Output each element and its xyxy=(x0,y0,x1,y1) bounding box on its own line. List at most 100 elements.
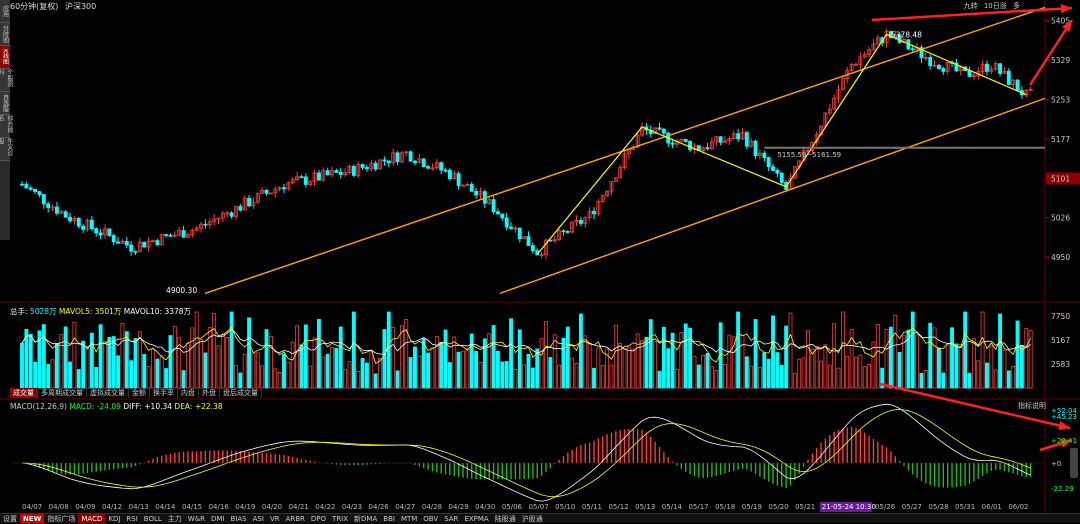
left-tab-ranking[interactable]: 综合排名 xyxy=(0,115,13,138)
candle-body xyxy=(827,108,832,114)
tab-dmi[interactable]: DMI xyxy=(211,515,225,523)
tab-bias[interactable]: BIAS xyxy=(230,515,247,523)
candle-body xyxy=(76,217,81,227)
candle-body xyxy=(286,182,291,190)
volume-bar xyxy=(840,311,845,389)
tab-bbi[interactable]: BBI xyxy=(383,515,395,523)
candle-body xyxy=(408,151,413,162)
candle-body xyxy=(164,234,169,236)
settings-button[interactable]: 设置 xyxy=(3,515,17,523)
volume-bar xyxy=(749,365,754,389)
volume-bar xyxy=(548,357,553,389)
vol-tab-after-hours[interactable]: 盘后成交量 xyxy=(220,388,262,398)
candle-body xyxy=(465,184,470,186)
volume-bar xyxy=(1028,330,1033,389)
tab-mtm[interactable]: MTM xyxy=(400,515,418,523)
volume-bar xyxy=(766,358,771,389)
volume-bar xyxy=(456,351,461,389)
vol-tab-inner[interactable]: 内盘 xyxy=(178,388,199,398)
volume-bar xyxy=(103,341,107,389)
candle-body xyxy=(203,223,208,226)
tab-new-dma[interactable]: 新DMA xyxy=(354,515,378,523)
tab-kdj[interactable]: KDJ xyxy=(108,515,121,523)
volume-bar xyxy=(827,364,832,389)
tool-10day[interactable]: 10日涨 xyxy=(983,2,1007,10)
vol-tab-turnover[interactable]: 换手率 xyxy=(150,388,178,398)
tab-trix[interactable]: TRIX xyxy=(332,515,349,523)
tab-vr[interactable]: VR xyxy=(269,515,280,523)
symbol-label: 沪深300 xyxy=(64,2,97,11)
indicator-explain-button[interactable]: 指标说明 xyxy=(1018,402,1046,410)
volume-bar xyxy=(28,333,33,389)
volume-bar xyxy=(513,368,518,389)
volume-bar xyxy=(434,335,439,389)
candle-body xyxy=(487,199,492,204)
tab-rsi[interactable]: RSI xyxy=(126,515,138,523)
volume-bar xyxy=(592,367,596,389)
vol-tab-volume[interactable]: 成交量 xyxy=(10,388,38,398)
tab-sh-connect[interactable]: 沪股通 xyxy=(521,515,543,523)
tab-expma[interactable]: EXPMA xyxy=(464,515,489,523)
left-tab-timeshare[interactable]: 分时图 xyxy=(0,23,10,46)
candle-body xyxy=(124,240,129,246)
vol-tab-outer[interactable]: 外盘 xyxy=(199,388,220,398)
volume-bar xyxy=(225,336,230,389)
scroll-handle[interactable] xyxy=(1070,448,1078,478)
volume-bar xyxy=(72,321,77,389)
volume-bar xyxy=(845,355,850,389)
tab-macd[interactable]: MACD xyxy=(78,514,106,523)
candle-body xyxy=(55,206,59,214)
candle-body xyxy=(295,176,300,180)
tab-main-force[interactable]: 主力 xyxy=(167,515,182,523)
candle-body xyxy=(862,53,867,58)
volume-bar xyxy=(902,335,906,389)
vol-tab-virtual[interactable]: 虚拟成交量 xyxy=(87,388,129,398)
candle-body xyxy=(971,75,976,78)
volume-bar xyxy=(867,364,872,389)
date-axis-label: 04/08 xyxy=(49,503,69,511)
candle-body xyxy=(653,127,658,135)
volume-bar xyxy=(238,372,243,389)
volume-bar xyxy=(330,346,334,389)
candle-body xyxy=(888,31,893,39)
volume-bar xyxy=(736,311,741,389)
tab-hk-connect[interactable]: 陆股通 xyxy=(494,515,516,523)
left-tab-profile[interactable]: 个股资料 xyxy=(0,69,13,92)
tab-sar[interactable]: SAR xyxy=(444,515,459,523)
candle-body xyxy=(1028,89,1033,91)
tab-asi[interactable]: ASI xyxy=(252,515,264,523)
tab-dpo[interactable]: DPO xyxy=(310,515,327,523)
volume-bar xyxy=(81,340,86,389)
volume-bar xyxy=(884,328,889,389)
candle-body xyxy=(779,172,784,183)
volume-bar xyxy=(705,353,710,389)
tab-obv[interactable]: OBV xyxy=(423,515,439,523)
tab-boll[interactable]: BOLL xyxy=(143,515,162,523)
macd-axis-label: -22.29 xyxy=(1051,485,1074,493)
tab-wr[interactable]: W&R xyxy=(187,515,206,523)
candle-body xyxy=(172,234,177,237)
volume-bar xyxy=(137,331,142,389)
candle-body xyxy=(238,206,243,211)
left-tab-watchlist[interactable]: 自选股 xyxy=(0,92,10,115)
tool-multi[interactable]: 多 xyxy=(1013,2,1020,10)
volume-bar xyxy=(487,333,492,389)
left-tab-kline[interactable]: K线图 xyxy=(0,46,10,69)
candle-body xyxy=(757,152,762,157)
volume-bar xyxy=(260,365,265,389)
candle-body xyxy=(325,170,330,176)
volume-bar xyxy=(993,369,998,389)
macd-header: MACD(12,26,9) MACD: -24.09 DIFF: +10.34 … xyxy=(10,402,223,411)
left-tab-app[interactable]: 应用 xyxy=(0,0,10,23)
tool-jiuzhuan[interactable]: 九转 xyxy=(963,2,978,10)
volume-bar xyxy=(657,370,662,389)
vol-tab-amount[interactable]: 金额 xyxy=(129,388,150,398)
candle-body xyxy=(954,62,959,72)
date-axis-label: 05/06 xyxy=(502,503,523,511)
tab-arbr[interactable]: ARBR xyxy=(285,515,305,523)
vol-tab-multi-period[interactable]: 多周期成交量 xyxy=(38,388,87,398)
indicator-square-tab[interactable]: 指标广场 xyxy=(47,515,76,523)
left-tab-diagnose[interactable]: 牛叉诊股 xyxy=(0,138,13,161)
volume-bar xyxy=(928,322,933,389)
candle-body xyxy=(552,239,557,242)
